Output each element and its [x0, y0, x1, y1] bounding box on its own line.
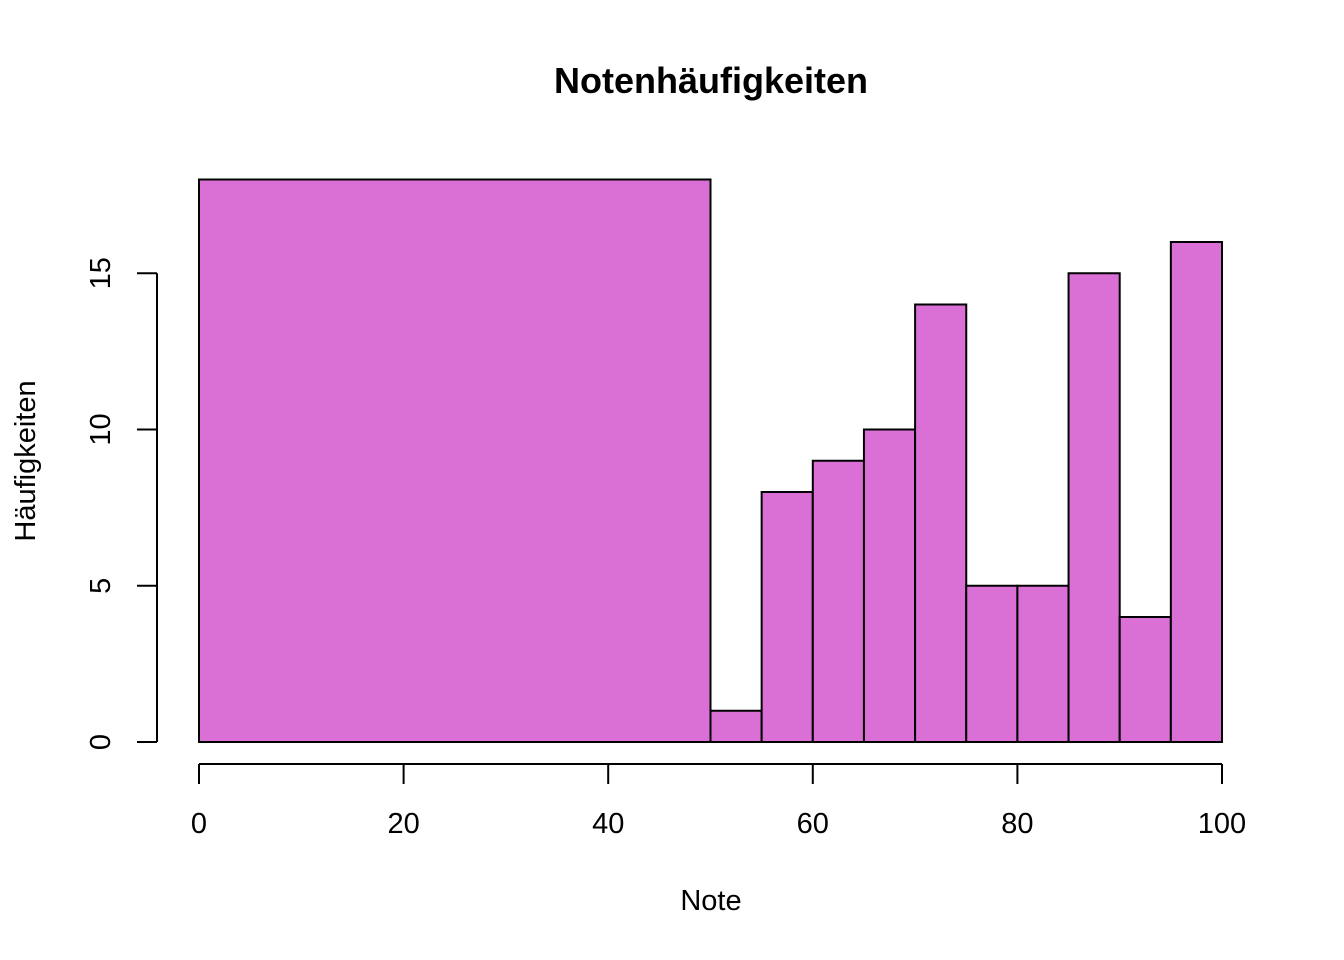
histogram-bar-60-65: [811, 459, 865, 743]
histogram-bar-85-90: [1067, 272, 1121, 743]
histogram-bar-50-55: [709, 709, 763, 743]
x-tick-label-60: 60: [797, 808, 829, 840]
x-tick-label-80: 80: [1001, 808, 1033, 840]
chart-title: Notenhäufigkeiten: [554, 60, 868, 101]
y-axis-label: Häufigkeiten: [10, 380, 42, 541]
x-axis-label: Note: [680, 885, 741, 917]
x-tick-label-0: 0: [191, 808, 207, 840]
y-axis: 0 5 10 15: [85, 257, 158, 750]
bars-group: [198, 178, 1223, 743]
x-tick-label-100: 100: [1198, 808, 1246, 840]
histogram-bar-55-60: [760, 491, 814, 743]
x-axis: 0 20 40 60 80 100: [191, 763, 1246, 840]
y-tick-label-10: 10: [85, 413, 117, 445]
x-tick-label-40: 40: [592, 808, 624, 840]
y-tick-label-0: 0: [85, 734, 117, 750]
x-tick-label-20: 20: [387, 808, 419, 840]
histogram-bar-80-85: [1016, 584, 1070, 743]
histogram-bar-70-75: [914, 303, 968, 743]
y-tick-label-15: 15: [85, 257, 117, 289]
histogram-bar-90-95: [1118, 616, 1172, 743]
y-tick-label-5: 5: [85, 578, 117, 594]
histogram-bar-75-80: [965, 584, 1019, 743]
histogram-bar-65-70: [862, 428, 917, 743]
histogram-bar-95-100: [1169, 241, 1223, 743]
histogram-bar-0-50: [198, 178, 712, 743]
